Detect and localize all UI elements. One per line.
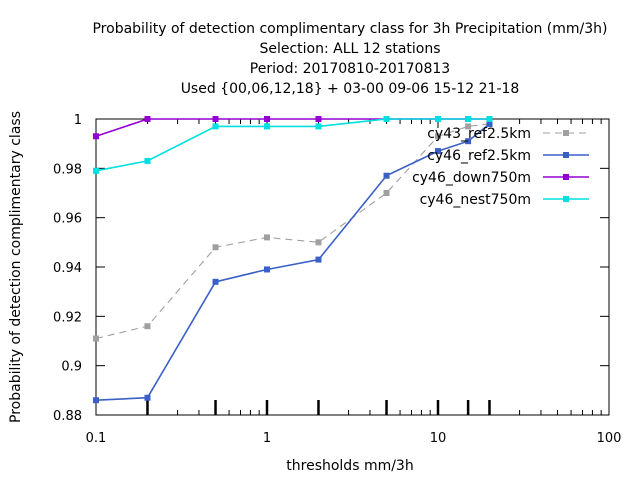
data-point-cy46_nest750m [315,123,322,130]
legend-label-cy46_nest750m: cy46_nest750m [420,192,531,208]
chart-title-line-1: Probability of detection complimentary c… [92,21,607,37]
data-point-cy43_ref2.5km [212,244,219,251]
data-point-cy46_nest750m [435,116,441,122]
chart-title-line-3: Period: 20170810-20170813 [250,61,450,77]
data-point-cy43_ref2.5km [465,123,472,130]
y-tick-label: 0.88 [53,409,82,424]
legend-marker-cy46_down750m [563,174,569,180]
x-tick-label: 10 [430,431,447,446]
legend-marker-cy46_ref2.5km [563,152,569,158]
y-tick-label: 1 [74,113,82,128]
data-point-cy43_ref2.5km [264,234,270,241]
y-tick-label: 0.96 [53,212,82,227]
data-point-cy46_nest750m [93,167,99,174]
data-point-cy43_ref2.5km [144,323,151,330]
series-line-cy43_ref2.5km [95,123,490,340]
data-point-cy46_nest750m [465,116,472,122]
legend-marker-cy43_ref2.5km [563,130,569,136]
data-point-cy46_ref2.5km [144,394,151,401]
y-tick-label: 0.94 [53,261,82,276]
data-point-cy43_ref2.5km [93,335,99,342]
legend-marker-cy46_nest750m [563,196,569,202]
plot-frame [95,118,610,416]
data-point-cy46_down750m [315,116,322,122]
x-tick-label: 100 [597,431,622,446]
x-axis-ticks: 0.1 1 10 100 [86,119,622,446]
data-point-cy46_ref2.5km [315,256,322,263]
y-tick-label: 0.92 [53,310,82,325]
data-point-cy43_ref2.5km [383,190,390,196]
data-point-cy46_ref2.5km [486,120,493,127]
chart-title: Probability of detection complimentary c… [92,21,607,97]
legend-label-cy46_ref2.5km: cy46_ref2.5km [427,148,531,164]
data-point-cy46_down750m [264,116,270,122]
data-point-cy46_nest750m [144,157,151,164]
data-point-cy46_ref2.5km [383,172,390,179]
y-tick-label: 0.9 [61,360,82,375]
data-point-cy46_nest750m [264,123,270,130]
x-axis-label: thresholds mm/3h [286,458,413,474]
legend-label-cy46_down750m: cy46_down750m [412,170,531,186]
series-line-cy46_ref2.5km [95,123,491,401]
data-point-cy46_nest750m [486,116,493,122]
data-point-cy43_ref2.5km [315,239,322,246]
x-tick-label: 0.1 [86,431,107,446]
x-tick-label: 1 [263,431,271,446]
data-point-cy46_nest750m [383,116,390,122]
data-point-cy46_ref2.5km [465,138,472,145]
data-point-cy46_down750m [144,116,151,122]
legend: cy43_ref2.5km cy46_ref2.5km cy46_down750mc… [412,126,589,208]
y-axis-ticks: 0.88 0.9 0.92 0.94 0.96 0.98 1 [53,113,609,424]
data-point-cy46_down750m [93,133,99,140]
data-point-cy43_ref2.5km [435,133,441,140]
data-point-cy46_ref2.5km [264,266,270,273]
legend-label-cy43_ref2.5km: cy43_ref2.5km [427,126,531,142]
data-point-cy46_ref2.5km [435,148,441,155]
data-point-cy46_down750m [212,116,219,122]
series-group [93,116,493,404]
threshold-marks [146,400,491,415]
chart-title-line-2: Selection: ALL 12 stations [259,41,440,57]
data-point-cy46_nest750m [212,123,219,130]
data-point-cy46_ref2.5km [212,278,219,285]
chart-title-line-4: Used {00,06,12,18} + 03-00 09-06 15-12 2… [181,81,520,97]
y-axis-label: Probability of detection complimentary c… [8,111,24,423]
data-point-cy46_ref2.5km [93,397,99,404]
y-tick-label: 0.98 [53,162,82,177]
